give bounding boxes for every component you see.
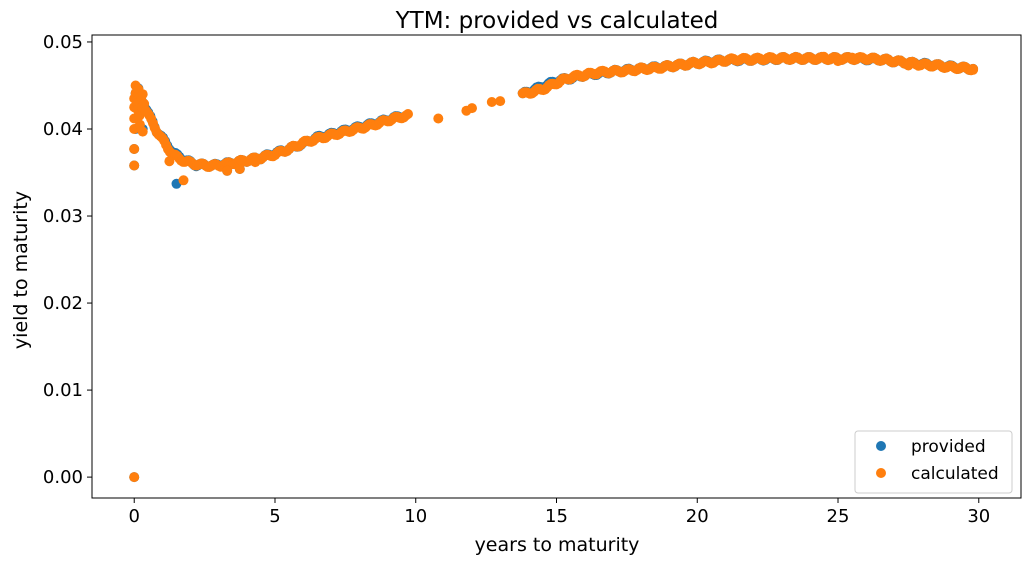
- point-calculated: [129, 144, 140, 154]
- legend-marker-provided: [876, 441, 886, 451]
- y-tick-label: 0.03: [43, 206, 83, 227]
- point-calculated: [847, 52, 858, 63]
- x-tick-label: 5: [269, 506, 280, 527]
- point-calculated: [403, 109, 413, 119]
- point-calculated: [968, 64, 979, 75]
- y-tick-label: 0.00: [43, 467, 83, 488]
- point-calculated: [234, 164, 245, 174]
- x-tick-label: 30: [967, 506, 990, 527]
- point-calculated: [129, 160, 140, 171]
- y-tick-label: 0.01: [43, 380, 83, 401]
- legend-label-provided: provided: [911, 437, 986, 457]
- point-calculated: [250, 157, 261, 168]
- point-calculated: [137, 126, 148, 137]
- legend-box: [854, 430, 1013, 494]
- point-calculated: [139, 98, 150, 109]
- plot-area: [129, 51, 979, 483]
- chart-title: YTM: provided vs calculated: [395, 8, 719, 34]
- y-axis-label: yield to maturity: [10, 191, 32, 349]
- point-calculated: [164, 156, 175, 167]
- y-tick-label: 0.05: [43, 32, 83, 53]
- point-calculated: [495, 96, 506, 107]
- point-calculated: [137, 89, 148, 100]
- point-calculated: [178, 175, 189, 186]
- point-calculated: [818, 51, 829, 62]
- series-calculated: [129, 51, 979, 483]
- point-calculated: [486, 97, 497, 107]
- point-calculated: [903, 60, 914, 71]
- point-calculated: [129, 472, 140, 483]
- point-calculated: [140, 106, 151, 117]
- x-axis-label: years to maturity: [475, 534, 640, 556]
- y-tick-label: 0.02: [43, 293, 83, 314]
- x-tick-label: 10: [404, 506, 427, 527]
- x-tick-label: 0: [129, 506, 140, 527]
- x-tick-label: 20: [686, 506, 709, 527]
- y-tick-label: 0.04: [43, 119, 83, 140]
- axis-ticks: 0 5 10 15 20 25 30 0.00 0.01 0.02 0.03 0.04 0.05: [43, 32, 990, 527]
- point-calculated: [467, 103, 477, 114]
- legend-label-calculated: calculated: [911, 464, 999, 484]
- point-calculated: [433, 113, 444, 124]
- legend: provided calculated: [854, 430, 1013, 494]
- x-tick-label: 25: [827, 506, 850, 527]
- point-calculated: [833, 56, 843, 67]
- legend-marker-calculated: [876, 468, 886, 478]
- point-calculated: [222, 165, 233, 176]
- x-tick-label: 15: [545, 506, 568, 527]
